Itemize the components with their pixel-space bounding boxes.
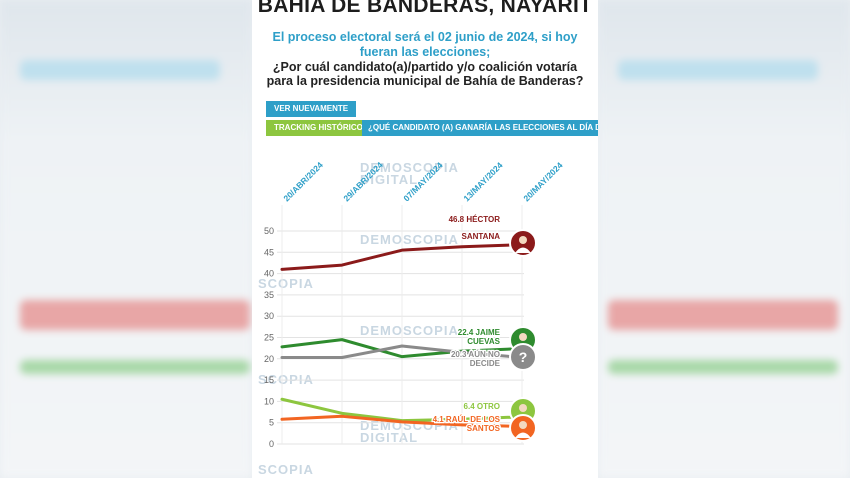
x-tick-label: 29/ABR/2024 [341,160,385,204]
person-body-icon [515,247,531,253]
series-end-label: 6.4 OTRO [464,402,500,411]
page-title: BAHIA DE BANDERAS, NAYARIT [257,0,593,17]
watermark-text: SCOPIA [258,276,314,291]
question-text: ¿Por cuál candidato(a)/partido y/o coali… [266,60,584,88]
series-line [280,338,524,359]
y-tick-label: 40 [264,269,274,279]
y-tick-label: 25 [264,333,274,343]
person-head-icon [519,333,527,341]
x-tick-label: 20/ABR/2024 [281,160,325,204]
person-head-icon [519,236,527,244]
y-tick-label: 15 [264,375,274,385]
series-line [280,344,524,360]
series-end-label: DECIDE [470,359,501,368]
series-end-label: 4.1 RAÚL DE LOS [433,415,501,424]
poll-card: DEMOSCOPIA DIGITAL DEMOSCOPIA DEMOSCOPIA… [252,0,598,478]
series-line [280,243,524,271]
ver-nuevamente-button[interactable]: VER NUEVAMENTE [266,101,357,117]
question-mark-icon [509,343,537,371]
person-head-icon [519,404,527,412]
y-tick-label: 35 [264,290,274,300]
series-end-label: SANTOS [467,424,501,433]
series-end-label: 46.8 HÉCTOR [449,215,501,224]
series-line [280,414,524,429]
watermark-text: DEMOSCOPIA [360,418,459,433]
y-tick-label: 20 [264,354,274,364]
x-tick-label: 07/MAY/2024 [401,160,444,203]
watermark-text: SCOPIA [258,372,314,387]
series-end-label: CUEVAS [467,337,500,346]
y-tick-label: 45 [264,247,274,257]
tracking-line-chart: 0 5 10 15 20 25 30 35 40 45 50 20/ABR/2024 29/ABR/20… [264,160,565,449]
watermark-text: DEMOSCOPIA [360,323,459,338]
subtitle: El proceso electoral será el 02 junio de… [272,30,578,59]
question-tab[interactable]: ¿QUÉ CANDIDATO (A) GANARÍA LAS ELECCIONE… [362,120,598,136]
series-end-label: 22.4 JAIME [458,328,501,337]
watermark-text: DEMOSCOPIA [360,232,459,247]
person-head-icon [519,421,527,429]
y-tick-label: 10 [264,396,274,406]
blurred-background-right [598,0,850,478]
watermark-text: SCOPIA [258,462,314,477]
blurred-background-left [0,0,252,478]
question-mark-glyph: ? [519,349,528,365]
y-tick-label: 50 [264,226,274,236]
tracking-historico-tab[interactable]: TRACKING HISTÓRICO [266,120,371,136]
watermark-text: DEMOSCOPIA [360,160,459,175]
y-tick-label: 30 [264,311,274,321]
watermark-text: DIGITAL [360,430,419,445]
series-end-label: 20.3 AÚN NO [451,350,500,359]
x-tick-label: 13/MAY/2024 [461,160,504,203]
y-tick-label: 0 [269,439,274,449]
x-tick-label: 20/MAY/2024 [521,160,564,203]
person-body-icon [515,432,531,438]
watermark-text: DIGITAL [360,172,419,187]
series-end-label: SANTANA [461,232,500,241]
y-tick-label: 5 [269,418,274,428]
